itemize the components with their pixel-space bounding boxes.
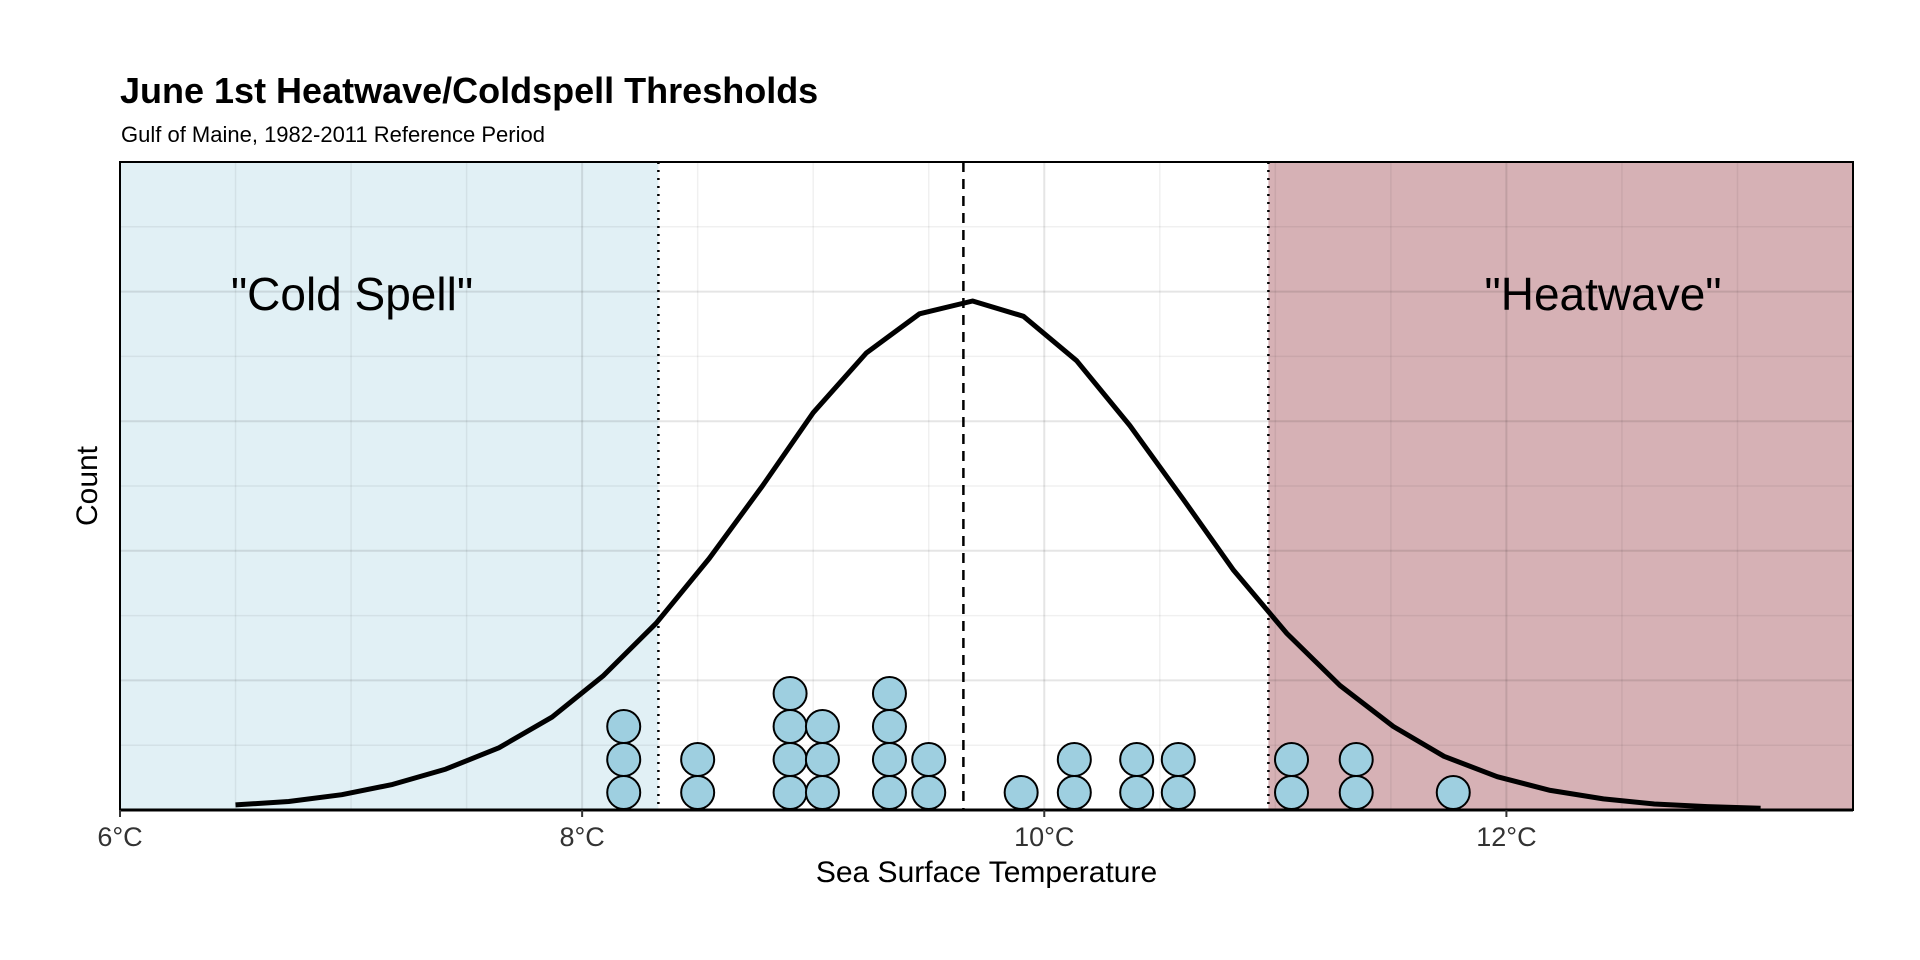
data-dot: [1338, 742, 1374, 777]
heatwave-label: "Heatwave": [1484, 268, 1721, 320]
data-dot: [772, 742, 808, 777]
x-tick-label: 12°C: [1476, 822, 1536, 852]
x-tick-label: 8°C: [559, 822, 604, 852]
data-dot: [772, 775, 808, 810]
data-dot: [871, 676, 907, 711]
data-dot: [1119, 742, 1155, 777]
data-dot: [1056, 775, 1092, 810]
data-dot: [680, 742, 716, 777]
x-axis-title: Sea Surface Temperature: [816, 856, 1157, 889]
data-dot: [1435, 775, 1471, 810]
data-dot: [772, 676, 808, 711]
density-curve: [235, 298, 1761, 811]
x-tick-label: 10°C: [1014, 822, 1074, 852]
cold-spell-label: "Cold Spell": [231, 268, 473, 320]
data-dot: [1338, 775, 1374, 810]
data-dot: [606, 742, 642, 777]
heatwave-region: [1268, 162, 1853, 810]
dots-layer: [606, 676, 1471, 810]
data-dot: [606, 709, 642, 744]
chart-title: June 1st Heatwave/Coldspell Thresholds: [120, 70, 819, 111]
threshold-lines: [657, 162, 1270, 810]
x-tick-label: 6°C: [97, 822, 142, 852]
data-dot: [871, 709, 907, 744]
data-dot: [1003, 775, 1039, 810]
data-dot: [772, 709, 808, 744]
data-dot: [1160, 742, 1196, 777]
data-dot: [1119, 775, 1155, 810]
data-dot: [911, 775, 947, 810]
data-dot: [804, 775, 840, 810]
data-dot: [1056, 742, 1092, 777]
data-dot: [1274, 775, 1310, 810]
data-dot: [871, 742, 907, 777]
data-dot: [1160, 775, 1196, 810]
data-dot: [680, 775, 716, 810]
data-dot: [1274, 742, 1310, 777]
data-dot: [804, 742, 840, 777]
data-dot: [871, 775, 907, 810]
data-dot: [804, 709, 840, 744]
data-dot: [606, 775, 642, 810]
x-axis-ticks: 6°C 8°C 10°C 12°C: [97, 808, 1853, 852]
data-dot: [911, 742, 947, 777]
y-axis-title: Count: [71, 445, 104, 526]
chart-subtitle: Gulf of Maine, 1982-2011 Reference Perio…: [121, 122, 545, 147]
